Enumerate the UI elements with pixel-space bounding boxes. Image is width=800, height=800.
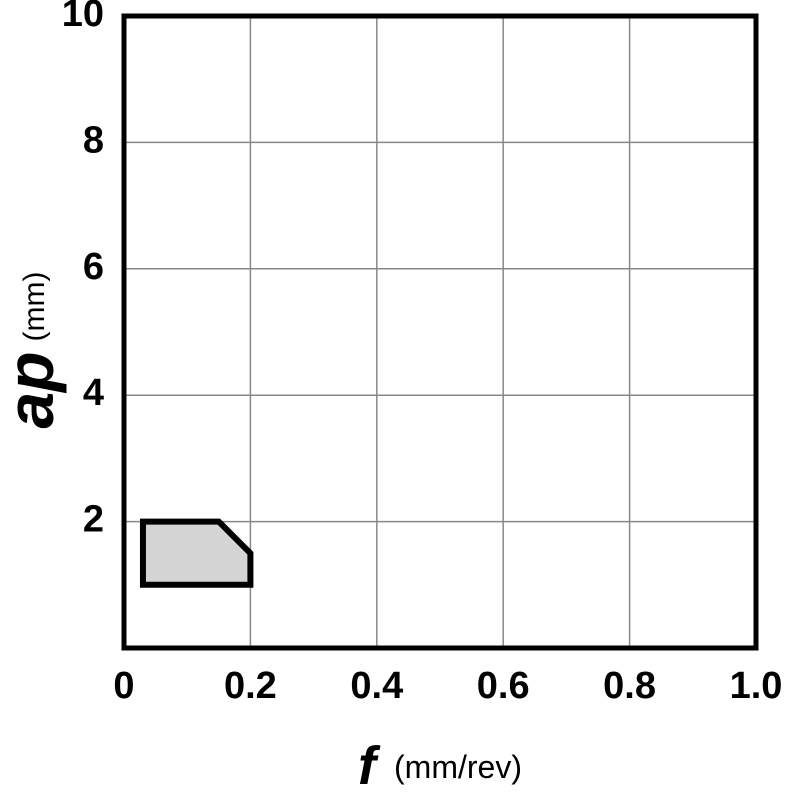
- y-tick-label: 2: [83, 499, 104, 541]
- y-axis-label: ap (mm): [0, 272, 67, 429]
- y-axis-unit: (mm): [18, 272, 51, 342]
- x-tick-label: 0.6: [477, 665, 530, 707]
- plot-frame: [121, 13, 759, 651]
- y-axis-symbol: ap: [0, 351, 67, 428]
- x-tick-label: 1.0: [730, 665, 783, 707]
- y-tick-label: 8: [83, 119, 104, 161]
- y-tick-label: 10: [62, 0, 104, 35]
- x-tick-label: 0.2: [224, 665, 277, 707]
- x-tick-label: 0.4: [350, 665, 403, 707]
- x-tick-label: 0: [113, 665, 134, 707]
- region: [139, 518, 254, 588]
- x-axis-unit: (mm/rev): [394, 749, 522, 785]
- x-axis-label: f (mm/rev): [358, 736, 522, 796]
- y-tick-label: 4: [83, 372, 104, 414]
- x-axis-symbol: f: [358, 736, 381, 796]
- x-tick-label: 0.8: [603, 665, 656, 707]
- y-tick-label: 6: [83, 246, 104, 288]
